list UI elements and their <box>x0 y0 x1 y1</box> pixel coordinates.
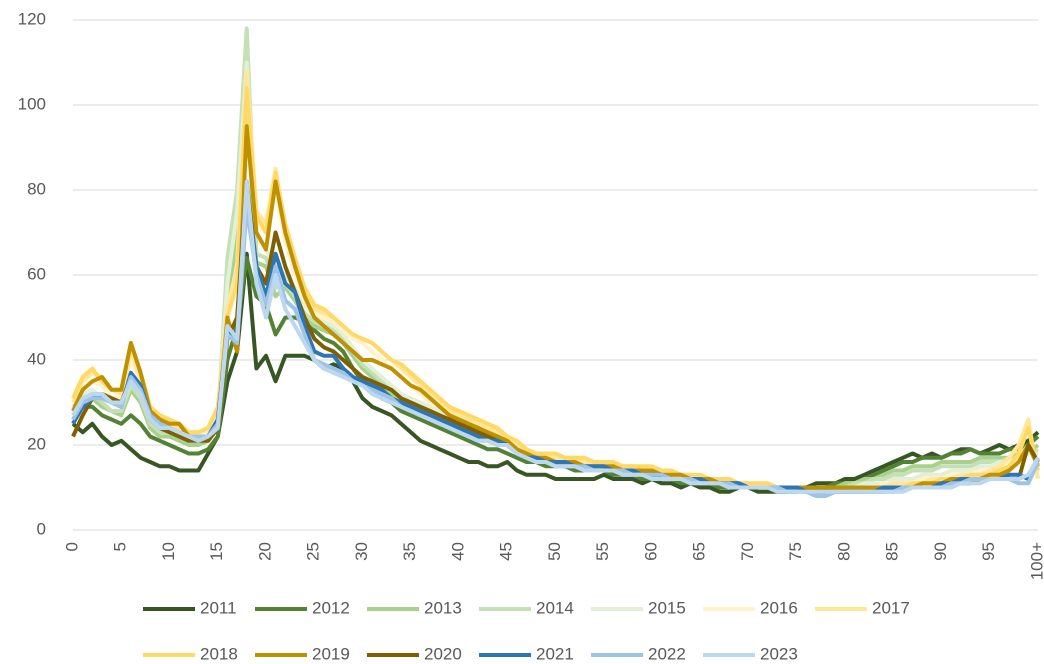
legend-label: 2015 <box>648 598 686 617</box>
legend-label: 2022 <box>648 644 686 663</box>
y-tick-label: 20 <box>27 434 46 453</box>
legend-label: 2016 <box>760 598 798 617</box>
x-tick-label: 80 <box>834 542 853 561</box>
x-tick-label: 0 <box>62 542 81 551</box>
data-line <box>71 251 1040 494</box>
legend-label: 2019 <box>312 644 350 663</box>
x-tick-label: 35 <box>400 542 419 561</box>
x-tick-label: 95 <box>979 542 998 561</box>
x-tick-label: 90 <box>931 542 950 561</box>
x-tick-label: 20 <box>255 542 274 561</box>
legend-label: 2018 <box>200 644 238 663</box>
legend-label: 2021 <box>536 644 574 663</box>
legend-label: 2017 <box>872 598 910 617</box>
x-tick-label: 75 <box>786 542 805 561</box>
x-tick-label: 85 <box>883 542 902 561</box>
y-tick-label: 100 <box>18 94 46 113</box>
x-tick-label: 70 <box>738 542 757 561</box>
x-tick-label: 10 <box>159 542 178 561</box>
data-line <box>71 188 1040 494</box>
x-tick-label: 60 <box>641 542 660 561</box>
x-tick-label: 100+ <box>1027 542 1044 580</box>
x-tick-label: 45 <box>497 542 516 561</box>
y-tick-label: 60 <box>27 264 46 283</box>
legend-label: 2014 <box>536 598 574 617</box>
legend-label: 2012 <box>312 598 350 617</box>
legend-label: 2011 <box>200 598 237 617</box>
y-tick-label: 40 <box>27 349 46 368</box>
x-tick-label: 65 <box>690 542 709 561</box>
x-tick-label: 25 <box>304 542 323 561</box>
legend-label: 2020 <box>424 644 462 663</box>
data-line <box>71 179 1040 494</box>
x-tick-label: 30 <box>352 542 371 561</box>
x-tick-label: 5 <box>111 542 130 551</box>
legend-label: 2023 <box>760 644 798 663</box>
x-tick-label: 55 <box>593 542 612 561</box>
x-tick-label: 15 <box>207 542 226 561</box>
y-tick-label: 80 <box>27 179 46 198</box>
x-tick-label: 40 <box>448 542 467 561</box>
legend-label: 2013 <box>424 598 462 617</box>
y-tick-label: 0 <box>37 519 46 538</box>
y-tick-label: 120 <box>18 9 46 28</box>
x-tick-label: 50 <box>545 542 564 561</box>
